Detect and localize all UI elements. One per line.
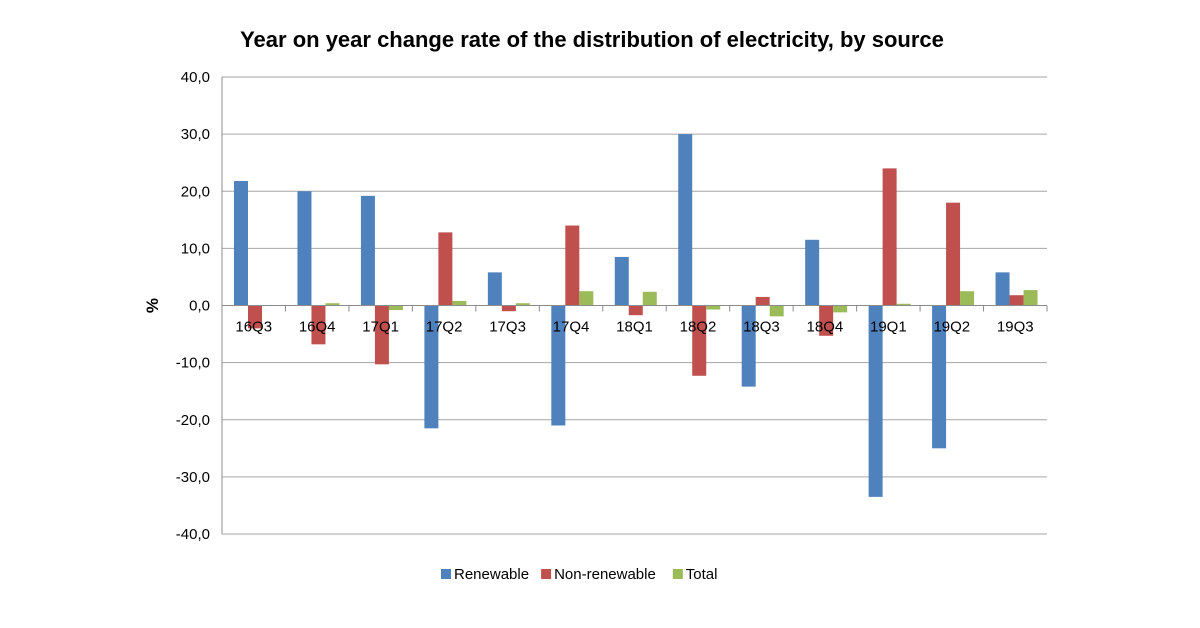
legend-label: Non-renewable	[554, 566, 656, 583]
legend-label: Total	[686, 566, 718, 583]
bar-renewable	[741, 305, 756, 387]
y-tick-label: -30,0	[176, 469, 210, 486]
bars	[234, 134, 1038, 497]
bar-non-renewable	[946, 202, 961, 306]
bar-total	[325, 303, 340, 306]
bar-total	[833, 305, 848, 313]
bar-renewable	[995, 272, 1010, 306]
legend: Renewable Non-renewable Total	[441, 566, 717, 583]
y-axis-title: %	[143, 298, 162, 313]
bar-non-renewable	[565, 225, 580, 306]
bar-total	[769, 305, 784, 317]
bar-non-renewable	[248, 305, 262, 329]
bar-total	[452, 300, 467, 306]
x-tick-label: 16Q3	[235, 319, 272, 336]
bar-total	[706, 305, 721, 310]
bar-renewable	[805, 239, 820, 306]
legend-swatch	[672, 569, 683, 579]
x-tick-label: 18Q1	[616, 319, 653, 336]
x-tick-label: 19Q2	[933, 319, 970, 336]
bar-total	[388, 305, 403, 311]
x-tick-label: 17Q3	[489, 319, 526, 336]
bar-total	[896, 303, 911, 306]
bar-total	[960, 291, 975, 306]
x-tick-label: 18Q3	[743, 319, 780, 336]
x-tick-label: 19Q3	[997, 319, 1034, 336]
bar-non-renewable	[882, 168, 897, 306]
legend-swatch	[541, 569, 552, 579]
y-tick-label: 40,0	[181, 69, 210, 86]
y-tick-label: 20,0	[181, 183, 210, 200]
bar-renewable	[678, 134, 693, 306]
y-tick-label: -20,0	[176, 412, 210, 429]
y-axis-tick-labels: 40,0 30,0 20,0 10,0 0,0 -10,0 -20,0 -30,0 -40,0	[176, 69, 210, 543]
legend-label: Renewable	[454, 566, 529, 583]
bar-non-renewable	[438, 232, 453, 306]
y-tick-label: -10,0	[176, 355, 210, 372]
bar-total	[579, 291, 594, 306]
x-tick-label: 18Q4	[807, 319, 844, 336]
bar-total	[1023, 290, 1038, 306]
bar-non-renewable	[501, 305, 516, 312]
x-tick-label: 19Q1	[870, 319, 907, 336]
bar-total	[515, 303, 530, 306]
y-tick-label: 10,0	[181, 240, 210, 257]
bar-non-renewable	[692, 305, 707, 376]
bar-non-renewable	[819, 305, 834, 336]
x-tick-label: 16Q4	[299, 319, 336, 336]
x-axis-tick-labels: 16Q3 16Q4 17Q1 17Q2 17Q3 17Q4 18Q1 18Q2 18Q3 18Q4…	[221, 305, 1048, 336]
bar-non-renewable	[755, 296, 770, 306]
x-tick-label: 17Q2	[426, 319, 463, 336]
bar-non-renewable	[374, 305, 389, 365]
bar-renewable	[424, 305, 439, 429]
bar-renewable	[868, 305, 883, 497]
bar-renewable	[360, 195, 375, 306]
bar-renewable	[234, 180, 248, 306]
bar-non-renewable	[311, 305, 326, 345]
legend-swatch	[441, 569, 451, 579]
x-tick-label: 18Q2	[680, 319, 717, 336]
y-tick-label: -40,0	[176, 526, 210, 543]
x-tick-label: 17Q1	[362, 319, 399, 336]
bar-total	[642, 291, 657, 306]
bar-non-renewable	[1009, 295, 1024, 306]
bar-renewable	[551, 305, 566, 426]
y-tick-label: 0,0	[189, 298, 210, 315]
chart-title: Year on year change rate of the distribu…	[240, 27, 944, 52]
y-tick-label: 30,0	[181, 126, 210, 143]
bar-non-renewable	[628, 305, 643, 316]
bar-renewable	[297, 191, 312, 306]
bar-renewable	[932, 305, 947, 449]
bar-renewable	[487, 272, 502, 306]
bar-renewable	[614, 256, 629, 306]
x-tick-label: 17Q4	[553, 319, 590, 336]
